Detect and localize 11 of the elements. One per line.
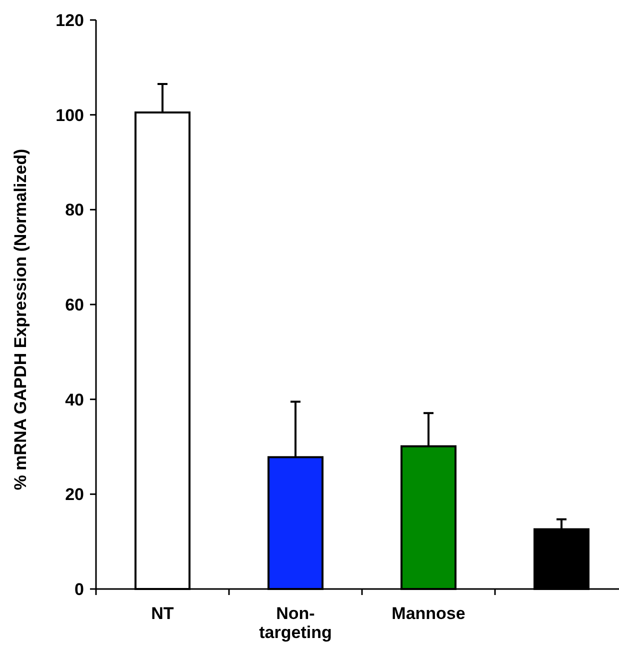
- x-tick-label: Mannose: [392, 604, 466, 623]
- x-tick-label: NT: [151, 604, 174, 623]
- y-tick-label: 120: [56, 10, 84, 30]
- y-axis-title: % mRNA GAPDH Expression (Normalized): [11, 148, 30, 490]
- y-tick-label: 80: [65, 200, 84, 220]
- y-tick-label: 60: [65, 295, 84, 314]
- y-tick-label: 40: [65, 390, 84, 410]
- y-tick-label: 0: [74, 580, 84, 599]
- y-tick-label: 20: [65, 485, 84, 504]
- x-tick-label: Non-targeting: [259, 604, 332, 642]
- y-tick-label: 100: [56, 106, 84, 125]
